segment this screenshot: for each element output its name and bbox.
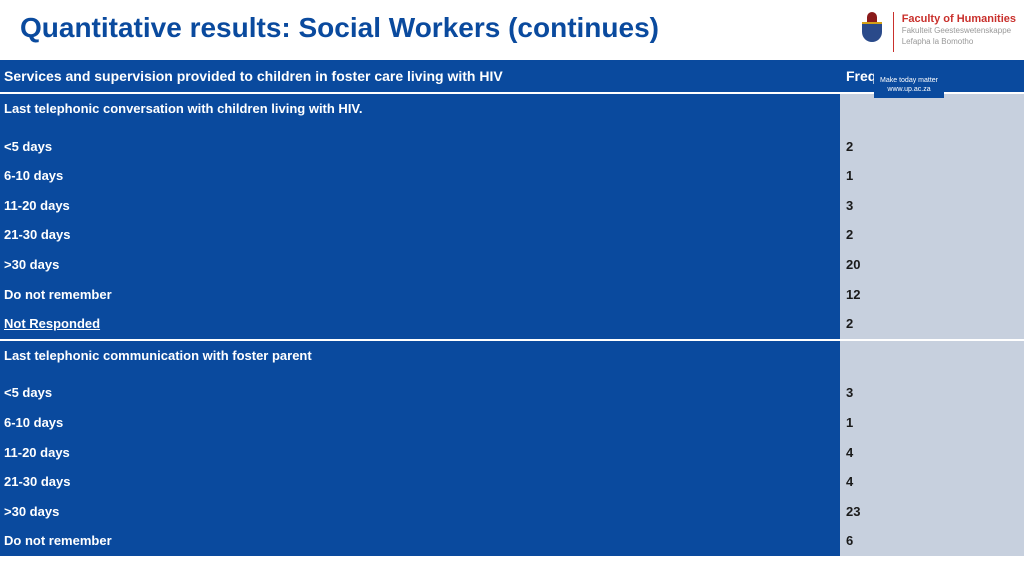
badge-line2: www.up.ac.za	[880, 85, 938, 94]
cell-label: 6-10 days	[0, 408, 840, 438]
section-heading-row: Last telephonic communication with foste…	[0, 340, 1024, 371]
cell-label: 21-30 days	[0, 467, 840, 497]
cell-frequency: 3	[840, 191, 1020, 221]
section-heading-row: Last telephonic conversation with childr…	[0, 93, 1024, 124]
table-row: <5 days2 4.8%	[0, 132, 1024, 162]
table-row: 11-20 days37.1%	[0, 191, 1024, 221]
cell-percentage: 7.1%	[1020, 378, 1024, 408]
section-heading: Last telephonic communication with foste…	[0, 340, 840, 371]
table-row: <5 days37.1%	[0, 378, 1024, 408]
cell-label: Do not remember	[0, 526, 840, 556]
cell-label: 6-10 days	[0, 161, 840, 191]
table-row: >30 days2047.6%	[0, 250, 1024, 280]
cell-frequency: 4	[840, 467, 1020, 497]
motto-badge: Make today matter www.up.ac.za	[874, 72, 944, 98]
slide-title: Quantitative results: Social Workers (co…	[20, 12, 659, 44]
cell-empty	[1020, 340, 1024, 371]
cell-percentage: 47.6%	[1020, 250, 1024, 280]
table-row: Do not remember1228.6%	[0, 280, 1024, 310]
cell-percentage: 28.6%	[1020, 280, 1024, 310]
results-table: Services and supervision provided to chi…	[0, 60, 1024, 556]
cell-label: >30 days	[0, 250, 840, 280]
faculty-sub1: Fakulteit Geesteswetenskappe	[902, 26, 1016, 36]
institution-logo: Faculty of Humanities Fakulteit Geestesw…	[859, 12, 1024, 52]
cell-label: 11-20 days	[0, 191, 840, 221]
cell-percentage: 4.8%	[1020, 132, 1024, 162]
table-row: 21-30 days24.8%	[0, 220, 1024, 250]
cell-percentage: 9.5%	[1020, 438, 1024, 468]
cell-frequency: 20	[840, 250, 1020, 280]
table-header-row: Services and supervision provided to chi…	[0, 60, 1024, 93]
table-row: 6-10 days12.4%	[0, 408, 1024, 438]
cell-frequency: 2	[840, 132, 1020, 162]
cell-label: Do not remember	[0, 280, 840, 310]
cell-label: <5 days	[0, 132, 840, 162]
cell-frequency: 12	[840, 280, 1020, 310]
faculty-text: Faculty of Humanities Fakulteit Geestesw…	[902, 12, 1016, 47]
table-row: 21-30 days49.5%	[0, 467, 1024, 497]
table-row: Do not remember614.3%	[0, 526, 1024, 556]
table-body: Last telephonic conversation with childr…	[0, 93, 1024, 556]
cell-label: 21-30 days	[0, 220, 840, 250]
cell-label: 11-20 days	[0, 438, 840, 468]
table-row: Not Responded24.8%	[0, 309, 1024, 340]
cell-percentage: 7.1%	[1020, 191, 1024, 221]
table-row: 11-20 days49.5%	[0, 438, 1024, 468]
section-heading: Last telephonic conversation with childr…	[0, 93, 840, 124]
cell-frequency: 3	[840, 378, 1020, 408]
slide-header: Quantitative results: Social Workers (co…	[0, 0, 1024, 60]
cell-label: <5 days	[0, 378, 840, 408]
cell-frequency: 23	[840, 497, 1020, 527]
spacer-row	[0, 124, 1024, 132]
cell-percentage: 4.8%	[1020, 220, 1024, 250]
faculty-sub2: Lefapha la Bomotho	[902, 37, 1016, 47]
cell-percentage: 9.5%	[1020, 467, 1024, 497]
cell-empty	[840, 340, 1020, 371]
badge-line1: Make today matter	[880, 76, 938, 85]
table-row: >30 days2354.8%	[0, 497, 1024, 527]
col-header-services: Services and supervision provided to chi…	[0, 60, 840, 93]
faculty-name: Faculty of Humanities	[902, 12, 1016, 26]
table-row: 6-10 days12.4%	[0, 161, 1024, 191]
cell-frequency: 2	[840, 220, 1020, 250]
cell-frequency: 4	[840, 438, 1020, 468]
cell-percentage: 2.4%	[1020, 408, 1024, 438]
cell-percentage: 2.4%	[1020, 161, 1024, 191]
spacer-row	[0, 370, 1024, 378]
cell-label: >30 days	[0, 497, 840, 527]
cell-frequency: 1	[840, 408, 1020, 438]
crest-icon	[859, 12, 885, 46]
cell-frequency: 6	[840, 526, 1020, 556]
cell-frequency: 2	[840, 309, 1020, 340]
cell-empty	[1020, 93, 1024, 124]
cell-percentage: 54.8%	[1020, 497, 1024, 527]
cell-percentage: 4.8%	[1020, 309, 1024, 340]
logo-divider	[893, 12, 894, 52]
cell-frequency: 1	[840, 161, 1020, 191]
cell-label: Not Responded	[0, 309, 840, 340]
col-header-percentage: Percentage	[1020, 60, 1024, 93]
cell-percentage: 14.3%	[1020, 526, 1024, 556]
